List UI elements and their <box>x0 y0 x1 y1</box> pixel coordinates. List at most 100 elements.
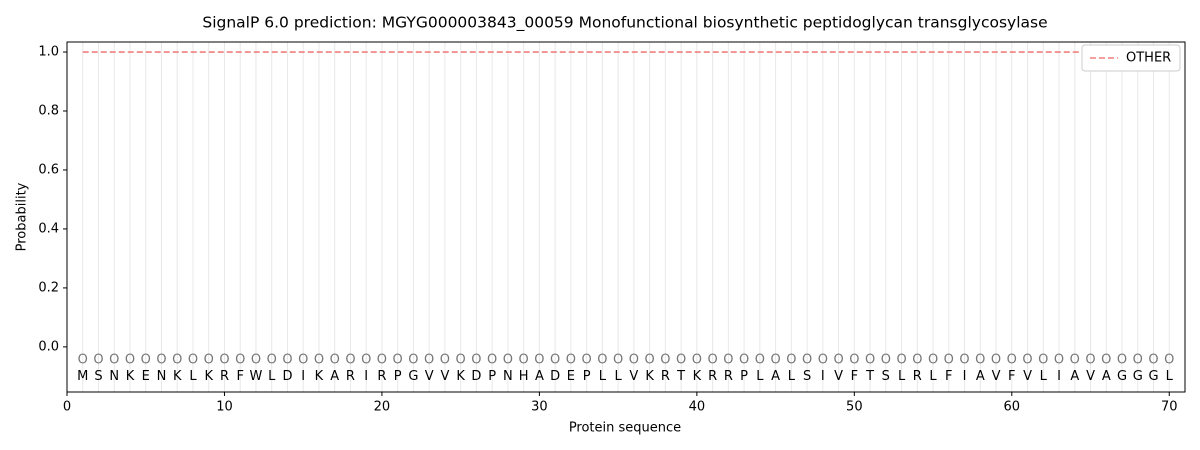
predicted-label: O <box>519 353 529 368</box>
x-axis-label: Protein sequence <box>569 421 681 436</box>
residue: R <box>708 369 717 384</box>
residue: K <box>693 369 702 384</box>
chart-title: SignalP 6.0 prediction: MGYG000003843_00… <box>202 14 1047 33</box>
predicted-label: O <box>188 353 198 368</box>
residue: R <box>913 369 922 384</box>
predicted-label: O <box>219 353 229 368</box>
predicted-label: O <box>676 353 686 368</box>
predicted-label: O <box>833 353 843 368</box>
x-tick-label: 30 <box>531 400 548 415</box>
predicted-label: O <box>1148 353 1158 368</box>
predicted-label: O <box>613 353 623 368</box>
y-tick-label: 0.6 <box>38 162 59 177</box>
x-tick-label: 70 <box>1161 400 1178 415</box>
residue: S <box>94 369 102 384</box>
predicted-label: O <box>739 353 749 368</box>
predicted-label: O <box>314 353 324 368</box>
residue: A <box>535 369 544 384</box>
predicted-label: O <box>928 353 938 368</box>
legend-box <box>1081 44 1181 72</box>
residue: L <box>788 369 796 384</box>
residue: F <box>1008 369 1015 384</box>
residue: P <box>740 369 748 384</box>
residue: I <box>963 369 967 384</box>
predicted-label: O <box>786 353 796 368</box>
x-tick-label: 10 <box>216 400 233 415</box>
residue: A <box>1102 369 1111 384</box>
predicted-label: O <box>1038 353 1048 368</box>
residue: L <box>898 369 906 384</box>
x-tick-label: 0 <box>63 400 71 415</box>
predicted-label: O <box>109 353 119 368</box>
residue: V <box>425 369 434 384</box>
residue: E <box>567 369 575 384</box>
predicted-label: O <box>408 353 418 368</box>
legend-label: OTHER <box>1126 51 1171 66</box>
residue: P <box>488 369 496 384</box>
residue: P <box>394 369 402 384</box>
residue: E <box>142 369 150 384</box>
residue: L <box>599 369 607 384</box>
x-tick-label: 50 <box>846 400 863 415</box>
x-tick-label: 40 <box>689 400 706 415</box>
predicted-label: O <box>629 353 639 368</box>
predicted-label: O <box>912 353 922 368</box>
predicted-label: O <box>660 353 670 368</box>
predicted-label: O <box>424 353 434 368</box>
x-tick-label: 20 <box>374 400 391 415</box>
residue: R <box>724 369 733 384</box>
predicted-label: O <box>707 353 717 368</box>
predicted-label: O <box>345 353 355 368</box>
predicted-label: O <box>865 353 875 368</box>
residue: V <box>1086 369 1095 384</box>
predicted-label: O <box>550 353 560 368</box>
predicted-label: O <box>959 353 969 368</box>
predicted-label: O <box>645 353 655 368</box>
predicted-label: O <box>881 353 891 368</box>
predicted-label: O <box>503 353 513 368</box>
residue: I <box>1057 369 1061 384</box>
predicted-label: O <box>582 353 592 368</box>
predicted-label: O <box>456 353 466 368</box>
residue: F <box>851 369 858 384</box>
residue: K <box>173 369 182 384</box>
residue: G <box>1148 369 1158 384</box>
predicted-label: O <box>93 353 103 368</box>
predicted-label: O <box>1007 353 1017 368</box>
y-axis-label: Probability <box>15 182 30 251</box>
residue: H <box>519 369 529 384</box>
predicted-label: O <box>1085 353 1095 368</box>
residue: K <box>126 369 135 384</box>
residue: A <box>976 369 985 384</box>
residue: A <box>771 369 780 384</box>
residue: F <box>236 369 243 384</box>
residue: A <box>330 369 339 384</box>
predicted-label: O <box>1022 353 1032 368</box>
residue: V <box>834 369 843 384</box>
predicted-label: O <box>534 353 544 368</box>
residue: G <box>1117 369 1127 384</box>
predicted-label: O <box>440 353 450 368</box>
predicted-label: O <box>975 353 985 368</box>
residue: D <box>282 369 292 384</box>
predicted-label: O <box>1070 353 1080 368</box>
predicted-label: O <box>330 353 340 368</box>
residue: L <box>268 369 276 384</box>
residue: T <box>865 369 874 384</box>
residue: I <box>364 369 368 384</box>
residue: W <box>250 369 263 384</box>
predicted-label: O <box>770 353 780 368</box>
residue: I <box>301 369 305 384</box>
predicted-label: O <box>361 353 371 368</box>
residue: F <box>945 369 952 384</box>
y-tick-label: 0.8 <box>38 103 59 118</box>
residue: V <box>629 369 638 384</box>
residue: R <box>346 369 355 384</box>
predicted-label: O <box>597 353 607 368</box>
residue: N <box>109 369 119 384</box>
predicted-label: O <box>818 353 828 368</box>
residue: L <box>1040 369 1048 384</box>
predicted-label: O <box>991 353 1001 368</box>
predicted-label: O <box>1101 353 1111 368</box>
predicted-label: O <box>377 353 387 368</box>
